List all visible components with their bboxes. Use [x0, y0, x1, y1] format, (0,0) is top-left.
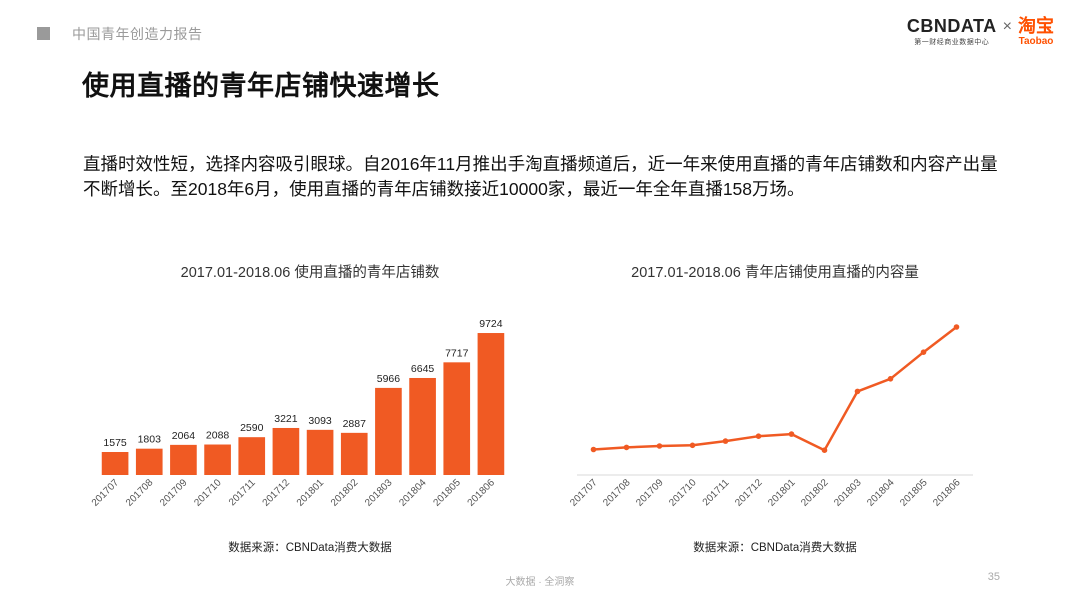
bar-value-label: 7717 — [445, 347, 469, 359]
x-tick-label: 201804 — [397, 477, 429, 509]
line-chart: 2017.01-2018.06 青年店铺使用直播的内容量 201707 20170… — [555, 255, 995, 575]
bar-value-label: 2887 — [343, 418, 367, 430]
bar — [443, 362, 471, 475]
bar — [204, 444, 231, 475]
bar — [101, 452, 129, 475]
line-point — [590, 446, 597, 453]
line-chart-title: 2017.01-2018.06 青年店铺使用直播的内容量 — [631, 265, 919, 281]
footer-slogan: 大数据 · 全洞察 — [505, 577, 575, 588]
bar — [477, 333, 505, 475]
line-point — [722, 438, 729, 444]
x-tick-label: 201805 — [431, 477, 463, 509]
page-title: 使用直播的青年店铺快速增长 — [82, 71, 440, 101]
cbndata-logo: CBNDATA 第一财经商业数据中心 — [907, 16, 997, 48]
x-tick-label: 201708 — [601, 477, 633, 509]
x-tick-label: 201707 — [568, 477, 600, 509]
x-tick-label: 201712 — [733, 477, 765, 509]
x-tick-label: 201710 — [192, 477, 224, 509]
x-tick-label: 201806 — [931, 477, 963, 509]
bar — [409, 377, 436, 475]
cbndata-subtitle: 第一财经商业数据中心 — [914, 39, 990, 46]
taobao-logo: 淘宝 Taobao — [1018, 16, 1054, 48]
bar-value-label: 1575 — [103, 437, 127, 449]
intro-paragraph: 直播时效性短，选择内容吸引眼球。自2016年11月推出手淘直播频道后，近一年来使… — [83, 154, 998, 199]
series-line — [593, 326, 958, 452]
x-tick-label: 201801 — [295, 477, 327, 509]
bar-value-label: 3093 — [308, 415, 332, 427]
bar-value-label: 2088 — [206, 430, 230, 442]
taobao-en: Taobao — [1018, 36, 1054, 47]
line-point — [920, 349, 927, 355]
x-tick-label: 201803 — [832, 477, 864, 509]
line-chart-plot: 201707 201708 201709 201710 201711 201712 2018… — [568, 324, 973, 509]
x-tick-label: 201802 — [329, 477, 361, 509]
x-tick-label: 201804 — [865, 477, 897, 509]
bar — [170, 444, 197, 475]
bar — [272, 427, 300, 475]
bar — [340, 432, 368, 475]
x-tick-label: 201707 — [90, 477, 122, 509]
taobao-cn: 淘宝 — [1018, 16, 1054, 36]
x-tick-label: 201711 — [227, 477, 258, 508]
bar — [238, 437, 266, 475]
line-point — [755, 433, 762, 439]
brand-cross: × — [1002, 18, 1012, 35]
line-point — [854, 388, 861, 395]
x-tick-label: 201803 — [363, 477, 395, 509]
line-point — [953, 324, 960, 330]
bar-value-label: 3221 — [274, 413, 298, 425]
bar-chart: 2017.01-2018.06 使用直播的青年店铺数 1575 201707 180… — [80, 255, 540, 575]
x-tick-label: 201711 — [701, 477, 732, 508]
bar — [135, 448, 163, 475]
x-tick-label: 201710 — [667, 477, 699, 509]
bar-value-label: 5966 — [377, 373, 401, 385]
bar-value-label: 9724 — [479, 318, 503, 330]
section-marker — [37, 27, 50, 40]
bar-chart-source: 数据来源：CBNData消费大数据 — [228, 542, 392, 554]
x-tick-label: 201712 — [261, 477, 293, 509]
line-point — [623, 444, 630, 451]
x-tick-label: 201802 — [799, 477, 831, 509]
brand-logo: CBNDATA 第一财经商业数据中心 × 淘宝 Taobao — [907, 16, 1054, 56]
line-point — [656, 443, 663, 449]
x-tick-label: 201709 — [158, 477, 190, 509]
bar-value-label: 6645 — [411, 363, 435, 375]
bar — [306, 429, 334, 475]
line-chart-source: 数据来源：CBNData消费大数据 — [693, 542, 857, 554]
line-point — [821, 447, 828, 453]
line-point — [689, 442, 696, 449]
bar-chart-title: 2017.01-2018.06 使用直播的青年店铺数 — [180, 265, 440, 281]
cbndata-name: CBNDATA — [906, 16, 997, 36]
x-tick-label: 201709 — [634, 477, 666, 509]
x-tick-label: 201805 — [898, 477, 930, 509]
bar-value-label: 2064 — [172, 430, 196, 442]
page-number: 35 — [987, 571, 1000, 583]
bar — [375, 387, 402, 475]
x-tick-label: 201801 — [766, 477, 798, 509]
line-point — [887, 376, 894, 382]
bar-chart-plot: 1575 201707 1803 201708 2064 201709 2088 201710… — [90, 318, 505, 509]
line-point — [788, 431, 795, 437]
bar-value-label: 1803 — [138, 434, 162, 446]
section-title: 中国青年创造力报告 — [72, 26, 203, 42]
bar-value-label: 2590 — [240, 422, 264, 434]
x-tick-label: 201708 — [124, 477, 156, 509]
x-tick-label: 201806 — [466, 477, 498, 509]
